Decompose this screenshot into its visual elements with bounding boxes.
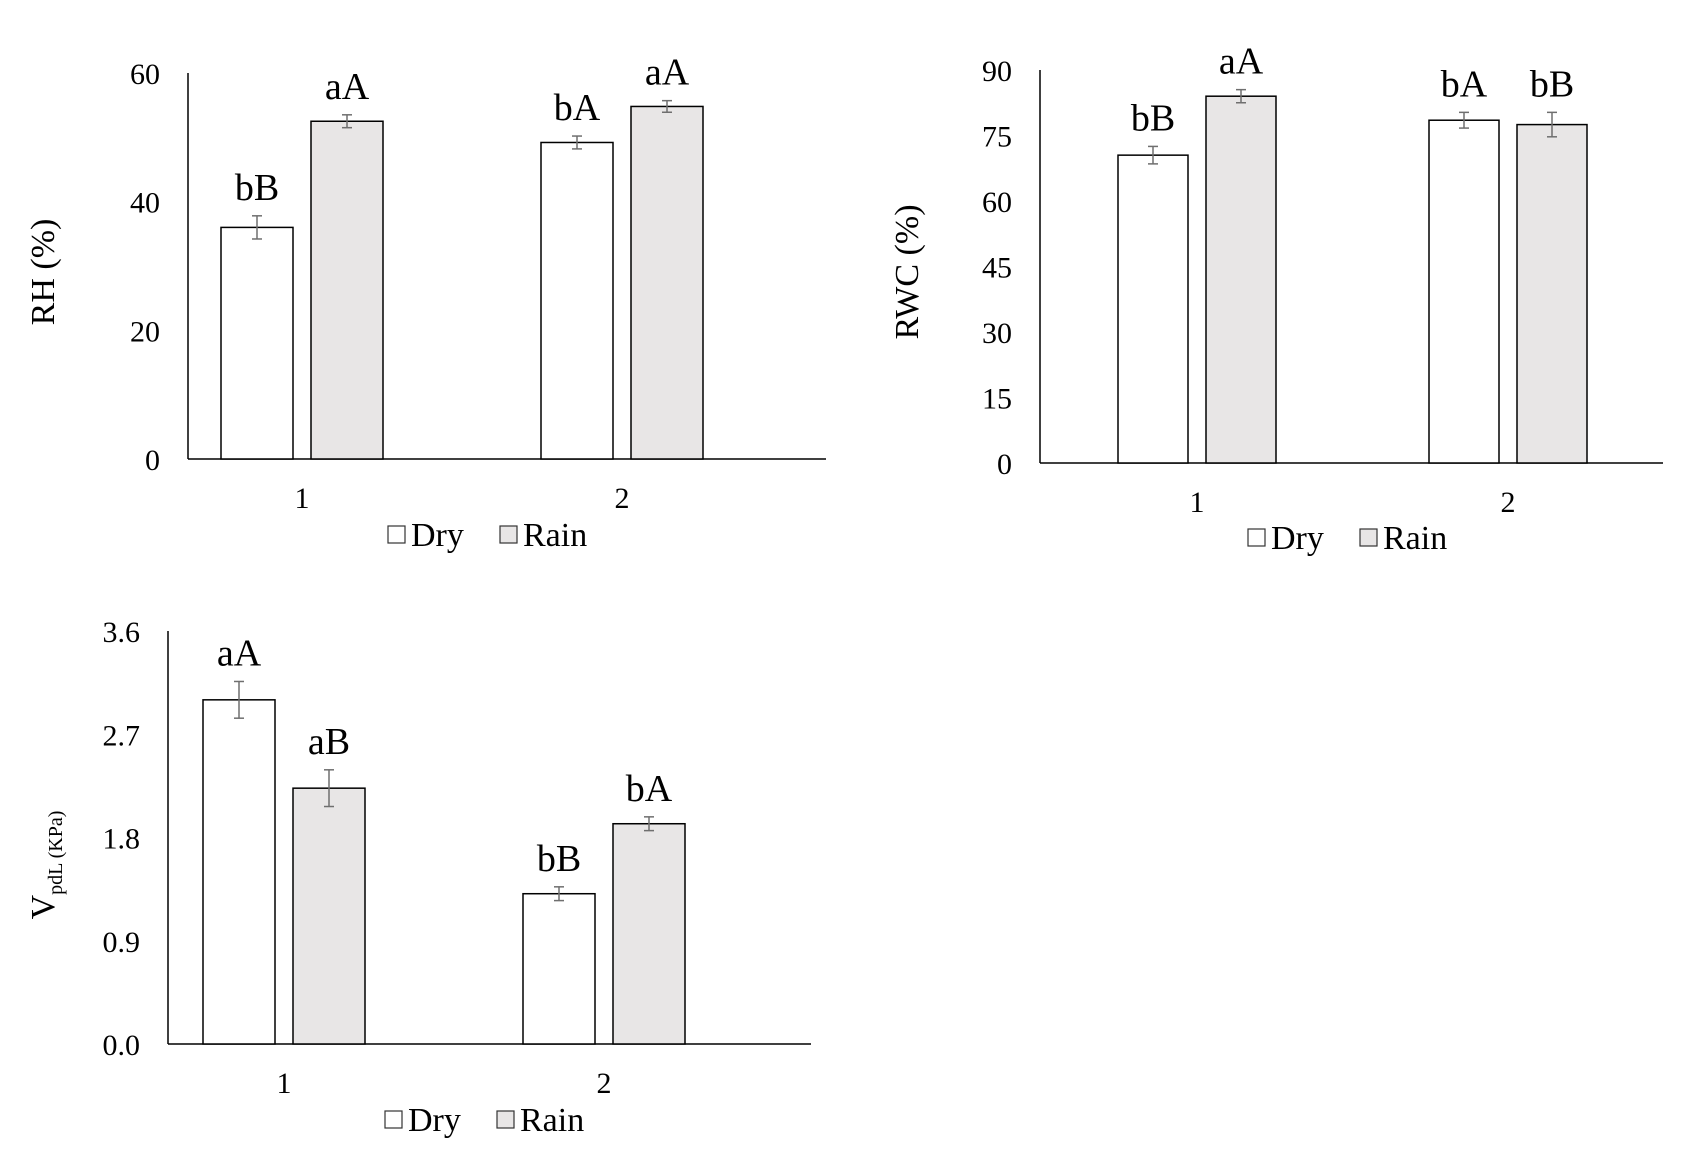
y-tick-label: 40: [130, 187, 160, 220]
legend-swatch-rain: [1359, 528, 1378, 547]
y-tick-label: 0.0: [103, 1029, 141, 1062]
x-tick-label: 2: [1501, 486, 1516, 519]
y-tick-label: 2.7: [103, 719, 141, 752]
bar-dry-2: [1428, 119, 1500, 464]
y-axis-label-main: V: [25, 894, 62, 919]
significance-label: aA: [217, 632, 262, 674]
x-tick-label: 1: [277, 1067, 292, 1100]
x-tick-label: 2: [615, 482, 630, 515]
legend: Dry Rain: [384, 1102, 584, 1139]
chart-rh: 0 20 40 60 RH (%) bB aA 1 bA aA 2 Dry Rain: [25, 52, 826, 554]
y-tick-label: 1.8: [103, 823, 141, 856]
bar-dry-1: [1117, 154, 1189, 464]
significance-label: bB: [1131, 97, 1175, 139]
significance-label: aA: [325, 66, 370, 108]
y-axis-label-main: RWC (%): [889, 204, 926, 339]
x-tick-label: 1: [295, 482, 310, 515]
y-tick-label: 0: [997, 448, 1012, 481]
y-tick-label: 3.6: [103, 616, 141, 649]
bar-dry-2: [522, 892, 596, 1045]
y-axis-label-main: RH (%): [25, 219, 62, 326]
y-tick-label: 0: [145, 444, 160, 477]
bar-dry-1: [220, 226, 294, 460]
significance-label: bB: [537, 838, 581, 880]
legend-label-rain: Rain: [1383, 520, 1447, 557]
x-tick-label: 1: [1190, 486, 1205, 519]
legend-swatch-dry: [384, 1110, 403, 1129]
significance-label: bB: [235, 167, 279, 209]
y-tick-label: 15: [982, 383, 1012, 416]
chart-rwc: 0 15 30 45 60 75 90 RWC (%) bB aA 1 bA bB 2 Dry Rain: [889, 41, 1663, 557]
bar-rain-1: [1205, 95, 1277, 464]
y-tick-label: 0.9: [103, 926, 141, 959]
legend-swatch-dry: [1247, 528, 1266, 547]
significance-label: bA: [626, 768, 673, 810]
y-axis-label: RH (%): [25, 219, 62, 326]
significance-label: aA: [645, 52, 690, 94]
legend-swatch-rain: [496, 1110, 515, 1129]
y-tick-label: 60: [982, 186, 1012, 219]
legend: Dry Rain: [1247, 520, 1447, 557]
significance-label: bB: [1530, 63, 1574, 105]
y-tick-label: 45: [982, 252, 1012, 285]
y-tick-label: 30: [982, 317, 1012, 350]
legend-label-rain: Rain: [523, 517, 587, 554]
y-tick-label: 20: [130, 315, 160, 348]
y-axis-label: VpdL (KPa): [25, 811, 67, 920]
bar-rain-2: [1516, 123, 1588, 464]
significance-label: bA: [554, 87, 601, 129]
x-tick-label: 2: [597, 1067, 612, 1100]
y-axis-label: RWC (%): [889, 204, 926, 339]
bar-dry-2: [540, 141, 614, 460]
legend-label-dry: Dry: [408, 1102, 461, 1139]
y-tick-label: 60: [130, 58, 160, 91]
significance-label: bA: [1441, 63, 1488, 105]
legend: Dry Rain: [387, 517, 587, 554]
significance-label: aA: [1219, 41, 1264, 83]
bar-rain-1: [310, 120, 384, 460]
bar-rain-2: [630, 105, 704, 460]
legend-swatch-dry: [387, 525, 406, 544]
legend-swatch-rain: [499, 525, 518, 544]
y-tick-label: 90: [982, 55, 1012, 88]
legend-label-dry: Dry: [411, 517, 464, 554]
legend-label-dry: Dry: [1271, 520, 1324, 557]
bar-rain-2: [612, 822, 686, 1045]
bar-dry-1: [202, 699, 276, 1045]
y-axis-label-subscript: pdL (KPa): [45, 811, 67, 895]
legend-label-rain: Rain: [520, 1102, 584, 1139]
significance-label: aB: [308, 721, 350, 763]
bar-rain-1: [292, 787, 366, 1045]
y-tick-label: 75: [982, 121, 1012, 154]
chart-vpdl: 0.0 0.9 1.8 2.7 3.6 VpdL (KPa) aA aB 1 bB bA 2 Dry Ra…: [25, 616, 811, 1139]
